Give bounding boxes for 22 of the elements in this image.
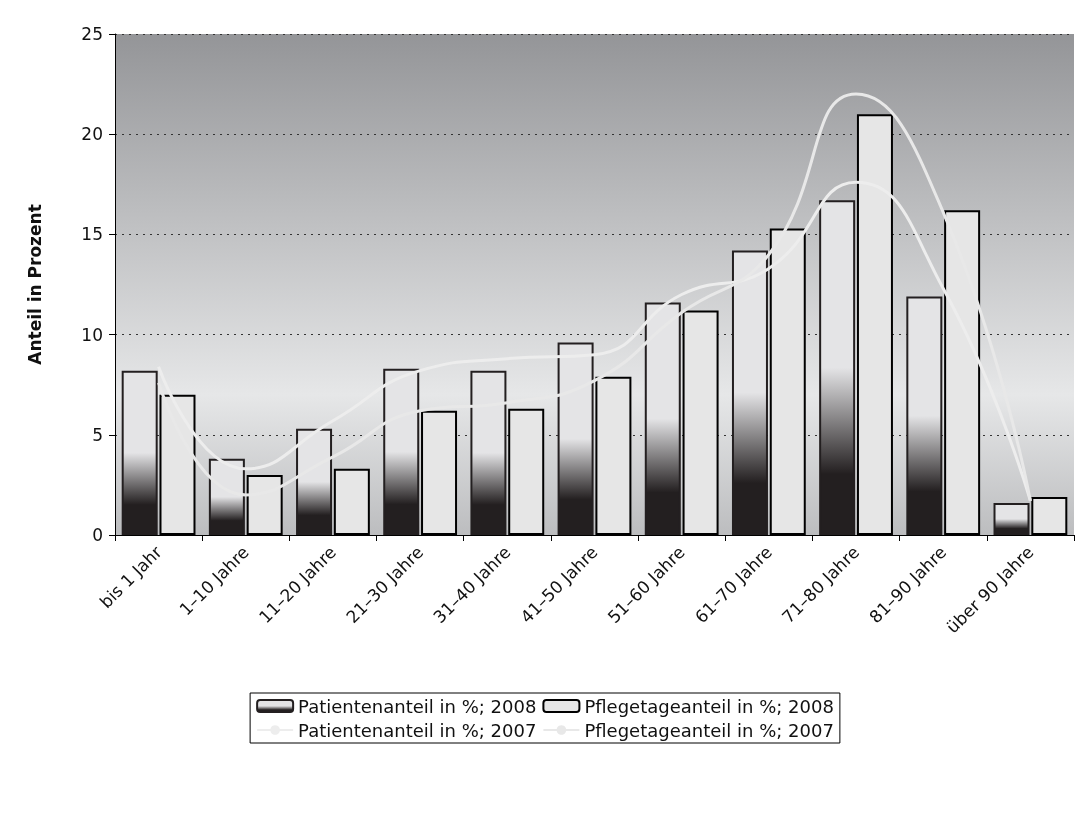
bar	[296, 428, 333, 535]
y-tick-label: 20	[81, 124, 103, 145]
legend-label: Pflegetageanteil in %; 2008	[584, 695, 834, 717]
legend-label: Pflegetageanteil in %; 2007	[584, 719, 834, 741]
y-tick-label: 5	[92, 424, 103, 445]
bar	[906, 296, 943, 535]
y-tick-label: 10	[81, 324, 103, 345]
legend-label: Patientenanteil in %; 2008	[298, 695, 537, 717]
bar	[383, 368, 420, 535]
bar	[470, 370, 507, 535]
bar	[208, 458, 245, 535]
y-tick-label: 0	[92, 525, 103, 545]
bar	[644, 302, 681, 535]
bar	[557, 342, 594, 535]
bar	[121, 370, 158, 535]
bar	[731, 250, 768, 535]
bar	[819, 200, 856, 535]
legend-label: Patientenanteil in %; 2007	[298, 719, 537, 741]
y-tick-label: 15	[81, 224, 103, 245]
bar	[993, 502, 1030, 535]
y-axis-title: Anteil in Prozent	[24, 204, 45, 365]
y-tick-label: 25	[81, 24, 103, 44]
